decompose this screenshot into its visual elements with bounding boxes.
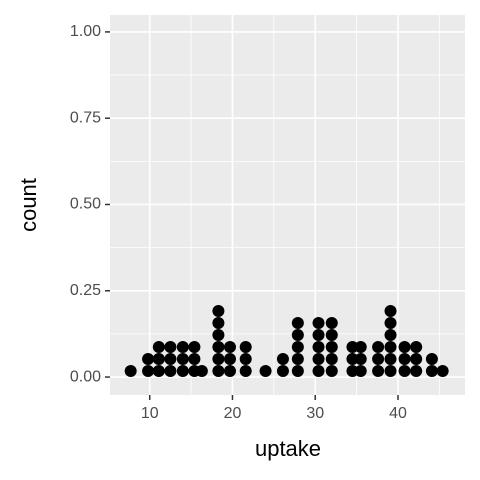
dot xyxy=(239,341,252,354)
dot xyxy=(425,365,438,378)
dot xyxy=(223,365,236,378)
dot xyxy=(212,341,225,354)
dot xyxy=(410,353,423,366)
dot xyxy=(436,365,449,378)
dot xyxy=(212,329,225,342)
dot xyxy=(425,353,438,366)
dot xyxy=(325,365,338,378)
dot xyxy=(384,329,397,342)
dot xyxy=(325,341,338,354)
x-axis-title: uptake xyxy=(255,436,321,461)
dot xyxy=(223,341,236,354)
dot xyxy=(164,353,177,366)
dot xyxy=(223,353,236,366)
dot xyxy=(410,365,423,378)
dot xyxy=(398,341,411,354)
dot xyxy=(164,341,177,354)
dot xyxy=(164,365,177,378)
dot xyxy=(354,341,367,354)
y-tick-label: 1.00 xyxy=(70,23,101,40)
dot xyxy=(239,365,252,378)
dot xyxy=(372,341,385,354)
dot xyxy=(291,341,304,354)
dot xyxy=(325,329,338,342)
dot xyxy=(212,305,225,318)
dot xyxy=(142,365,155,378)
dot xyxy=(212,365,225,378)
dot xyxy=(410,341,423,354)
dot xyxy=(384,353,397,366)
dot xyxy=(176,353,189,366)
dot xyxy=(291,365,304,378)
dot xyxy=(346,341,359,354)
y-tick-label: 0.00 xyxy=(70,368,101,385)
x-tick-label: 20 xyxy=(224,405,242,422)
dot xyxy=(312,317,325,330)
dot xyxy=(259,365,272,378)
dot xyxy=(276,353,289,366)
dot xyxy=(276,365,289,378)
dot xyxy=(312,353,325,366)
dot xyxy=(346,365,359,378)
dot xyxy=(212,353,225,366)
dot xyxy=(325,353,338,366)
dot xyxy=(398,353,411,366)
dot xyxy=(325,317,338,330)
dot xyxy=(291,329,304,342)
dot xyxy=(372,353,385,366)
x-tick-label: 10 xyxy=(141,405,159,422)
dot xyxy=(312,329,325,342)
dot xyxy=(384,365,397,378)
y-axis-title: count xyxy=(16,178,41,232)
y-tick-label: 0.75 xyxy=(70,109,101,126)
dot xyxy=(346,353,359,366)
dot xyxy=(312,365,325,378)
y-tick-label: 0.25 xyxy=(70,282,101,299)
x-tick-label: 30 xyxy=(306,405,324,422)
dot xyxy=(212,317,225,330)
dot xyxy=(239,353,252,366)
dot xyxy=(195,365,208,378)
dot xyxy=(372,365,385,378)
dot xyxy=(176,341,189,354)
dot xyxy=(152,353,165,366)
dot xyxy=(124,365,137,378)
x-tick-label: 40 xyxy=(389,405,407,422)
dot xyxy=(188,341,201,354)
dot xyxy=(291,317,304,330)
dot xyxy=(312,341,325,354)
dot xyxy=(354,353,367,366)
dot xyxy=(384,317,397,330)
dot xyxy=(142,353,155,366)
dot xyxy=(188,353,201,366)
dot xyxy=(354,365,367,378)
dot xyxy=(152,365,165,378)
dot xyxy=(384,341,397,354)
dot xyxy=(152,341,165,354)
dot xyxy=(398,365,411,378)
y-tick-label: 0.50 xyxy=(70,196,101,213)
dot xyxy=(384,305,397,318)
dot xyxy=(176,365,189,378)
dot xyxy=(291,353,304,366)
